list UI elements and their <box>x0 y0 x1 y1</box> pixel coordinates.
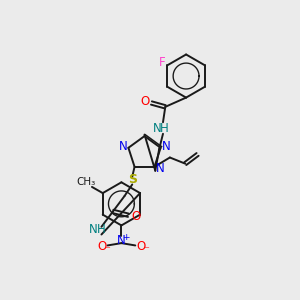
Text: S: S <box>128 172 137 186</box>
Text: ⁻: ⁻ <box>104 245 110 255</box>
Text: N: N <box>152 122 161 135</box>
Text: ⁻: ⁻ <box>143 245 149 255</box>
Text: N: N <box>117 233 126 247</box>
Text: +: + <box>122 233 130 242</box>
Text: O: O <box>98 241 107 254</box>
Text: F: F <box>159 56 165 69</box>
Text: CH₃: CH₃ <box>76 177 95 187</box>
Text: N: N <box>89 224 98 236</box>
Text: N: N <box>118 140 127 153</box>
Text: O: O <box>131 210 141 223</box>
Text: N: N <box>162 140 170 153</box>
Text: N: N <box>156 162 165 175</box>
Text: O: O <box>140 95 149 108</box>
Text: H: H <box>97 224 106 236</box>
Text: H: H <box>160 122 169 135</box>
Text: O: O <box>136 241 145 254</box>
